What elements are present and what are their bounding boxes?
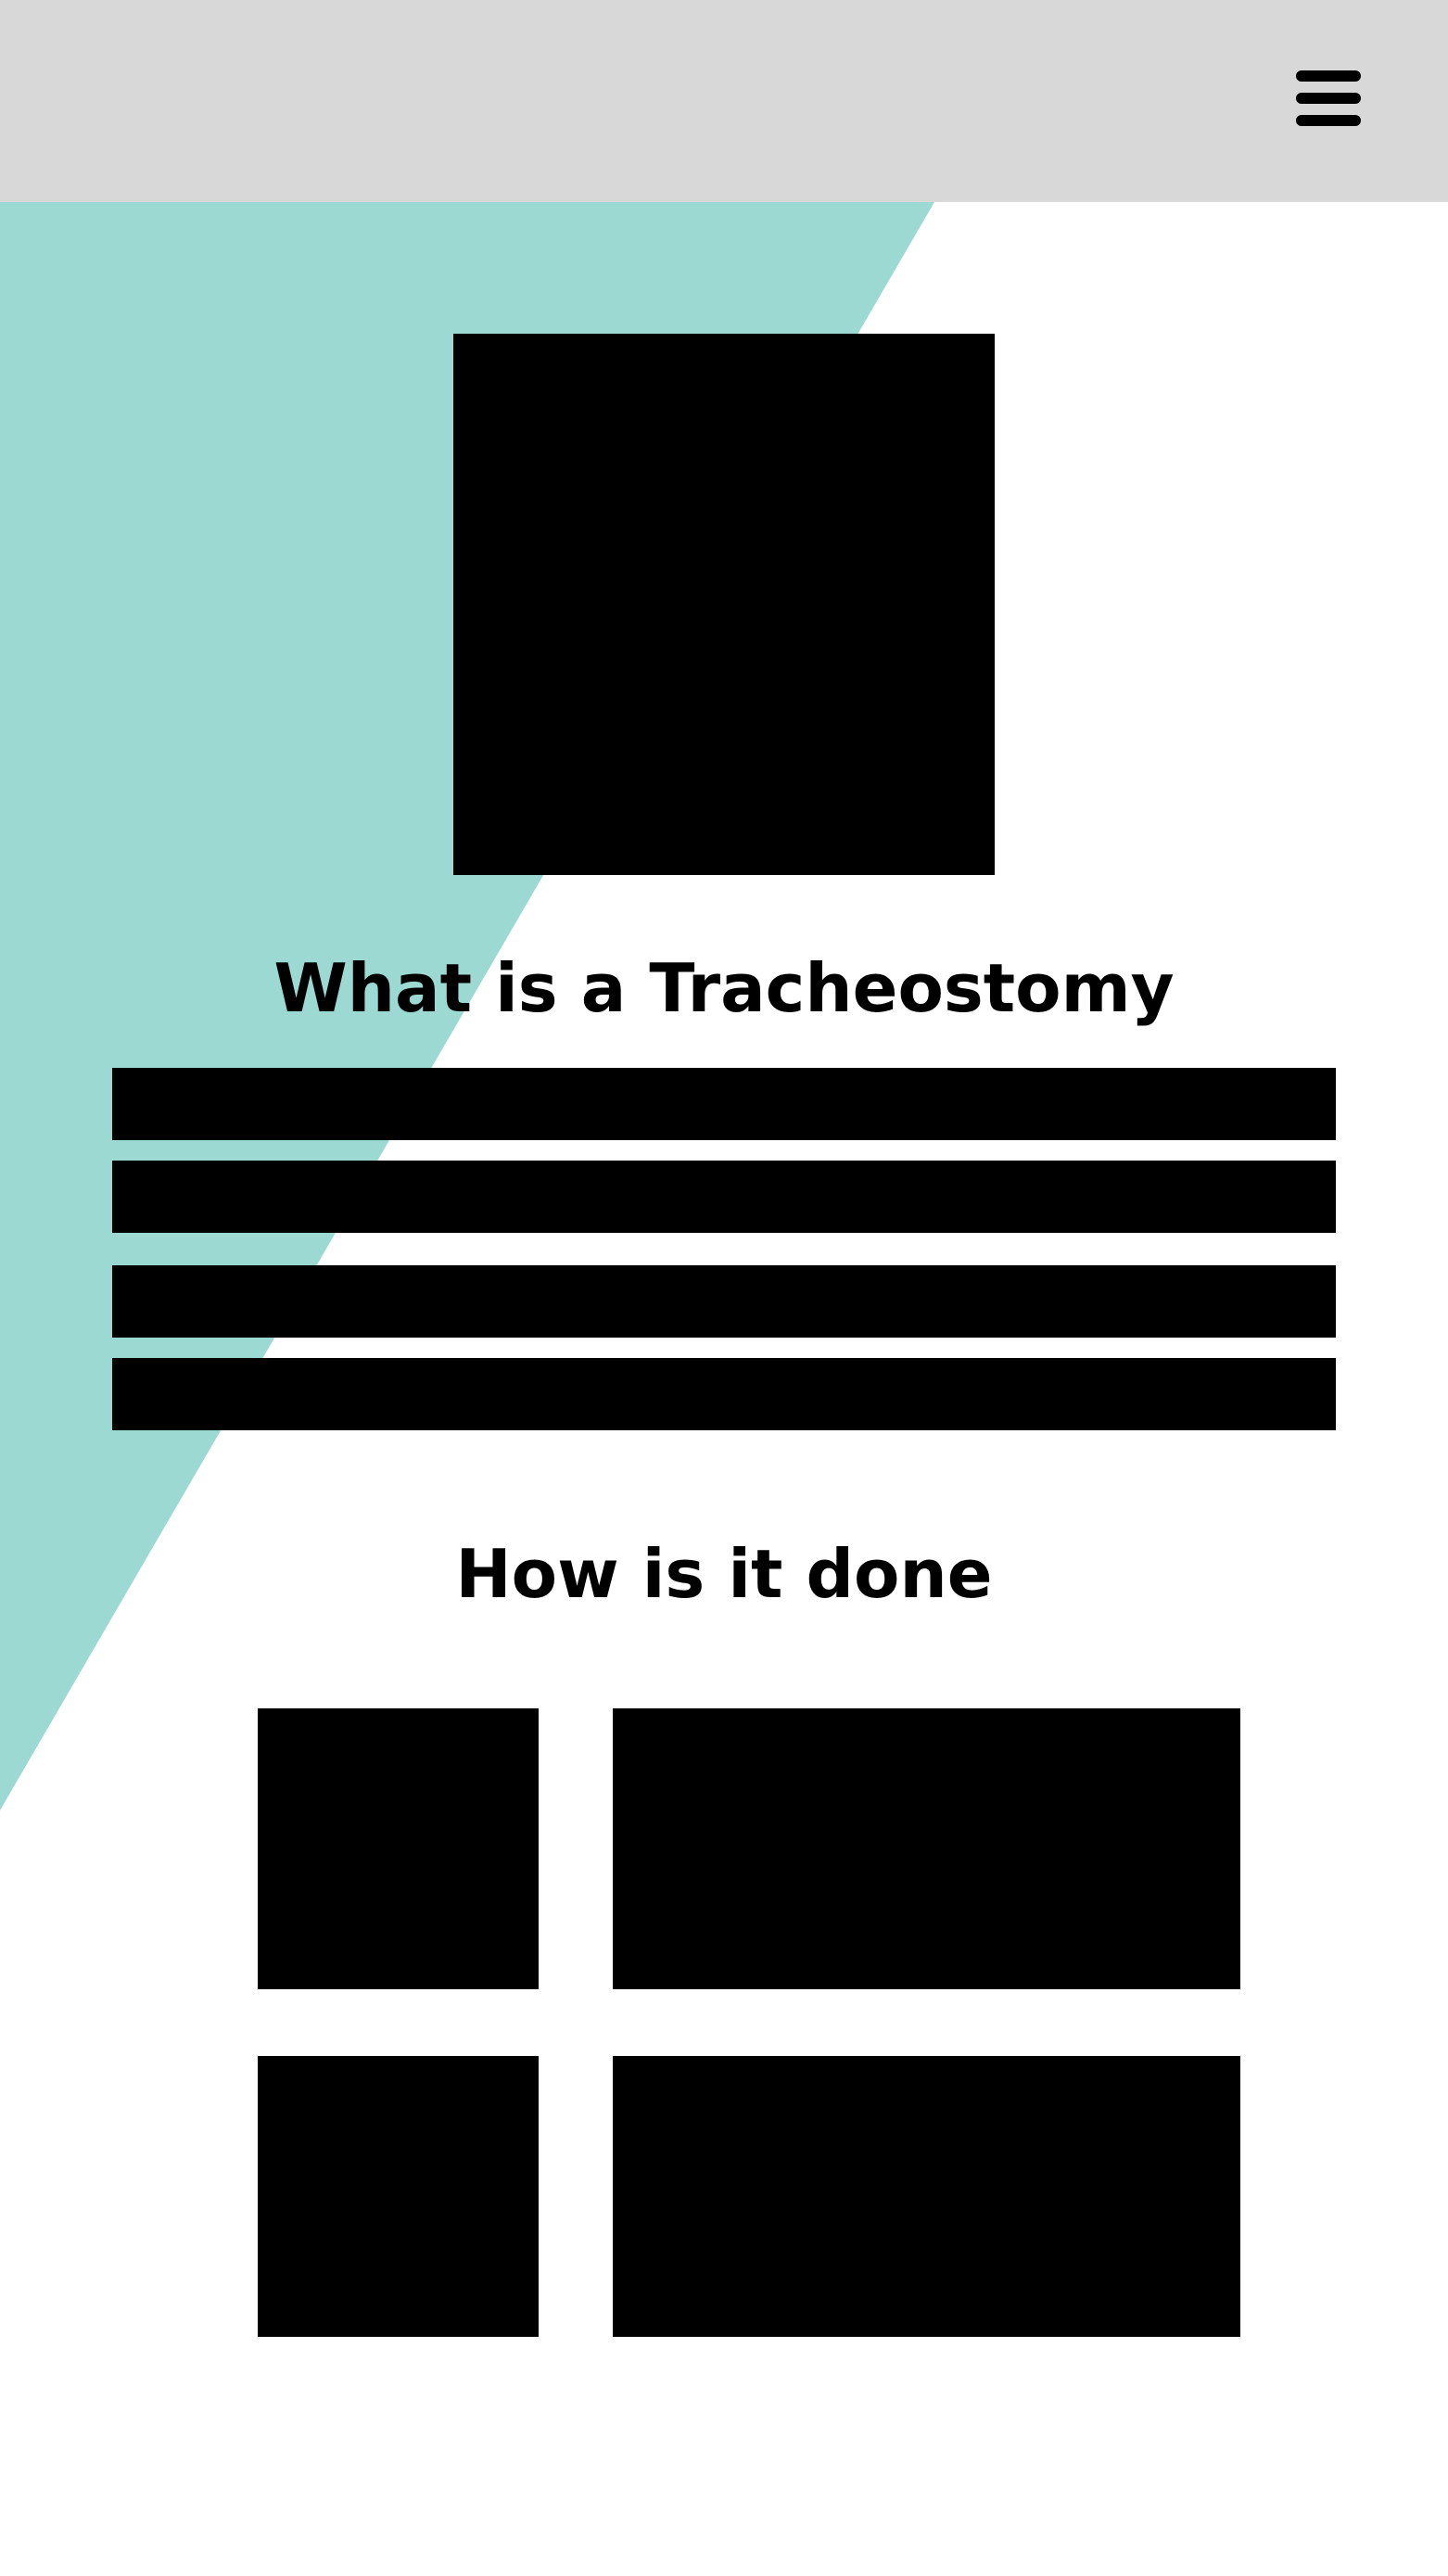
procedure-step-1-text bbox=[613, 1708, 1240, 1989]
intro-heading: What is a Tracheostomy bbox=[273, 949, 1175, 1027]
procedure-step-2-text bbox=[613, 2056, 1240, 2337]
hamburger-menu-icon[interactable] bbox=[1294, 67, 1363, 132]
intro-text-line-3 bbox=[112, 1265, 1336, 1338]
procedure-step-1-image bbox=[258, 1708, 539, 1989]
procedure-step-2-image bbox=[258, 2056, 539, 2337]
menu-bar-top bbox=[1296, 70, 1361, 82]
intro-text-line-1 bbox=[112, 1068, 1336, 1140]
intro-text-line-4 bbox=[112, 1358, 1336, 1430]
intro-text-line-2 bbox=[112, 1161, 1336, 1233]
top-header bbox=[0, 0, 1448, 202]
menu-bar-bottom bbox=[1296, 115, 1361, 126]
procedure-heading: How is it done bbox=[455, 1535, 993, 1613]
hero-image-placeholder bbox=[453, 334, 995, 875]
menu-bar-middle bbox=[1296, 93, 1361, 104]
